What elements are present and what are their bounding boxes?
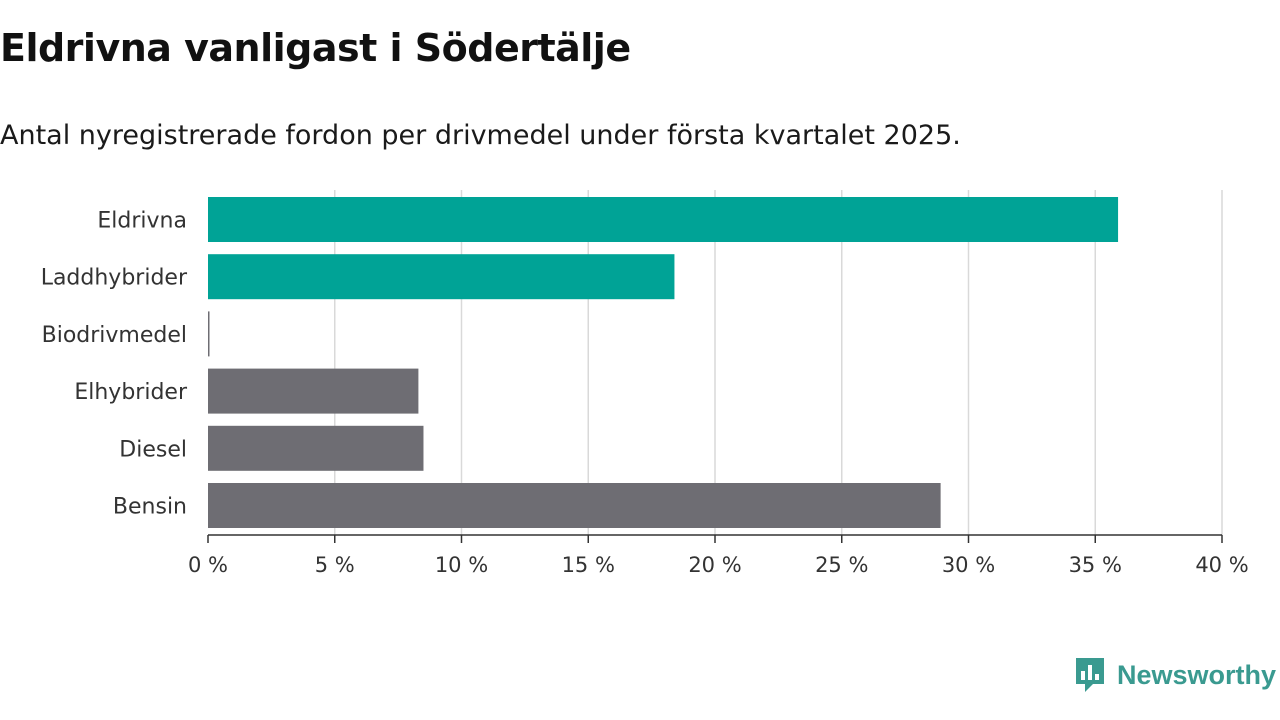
x-tick-label: 5 % <box>315 553 355 577</box>
bar <box>208 483 941 528</box>
x-tick-label: 35 % <box>1069 553 1122 577</box>
category-label: Biodrivmedel <box>42 323 187 348</box>
bar <box>208 254 675 300</box>
bar-chart: 0 % 5 % 10 % 15 % 20 % 25 % 30 % 35 % 40 % Eldri… <box>41 190 1249 577</box>
category-label: Diesel <box>119 437 187 462</box>
category-label: Eldrivna <box>97 209 187 234</box>
x-tick-label: 0 % <box>188 553 228 577</box>
category-label: Elhybrider <box>74 380 188 405</box>
bar <box>208 311 210 357</box>
x-axis: 0 % 5 % 10 % 15 % 20 % 25 % 30 % 35 % 40 % <box>188 534 1249 577</box>
newsworthy-logo-icon <box>1075 658 1104 692</box>
x-tick-label: 40 % <box>1195 553 1248 577</box>
x-tick-label: 30 % <box>942 553 995 577</box>
category-labels: Eldrivna Laddhybrider Biodrivmedel Elhybrid… <box>41 209 188 520</box>
gridlines <box>334 190 1223 535</box>
brand-logo: Newsworthy <box>1073 656 1276 694</box>
x-tick-label: 15 % <box>562 553 615 577</box>
bar <box>208 425 424 471</box>
category-label: Laddhybrider <box>41 266 188 291</box>
bar <box>208 368 419 414</box>
category-label: Bensin <box>113 495 187 520</box>
brand-name: Newsworthy <box>1116 659 1276 690</box>
x-tick-label: 10 % <box>435 553 488 577</box>
chart-subtitle: Antal nyregistrerade fordon per drivmede… <box>0 120 961 151</box>
x-tick-label: 20 % <box>688 553 741 577</box>
bars <box>208 197 1119 528</box>
x-tick-label: 25 % <box>815 553 868 577</box>
chart-title: Eldrivna vanligast i Södertälje <box>0 26 631 70</box>
bar <box>208 197 1119 242</box>
